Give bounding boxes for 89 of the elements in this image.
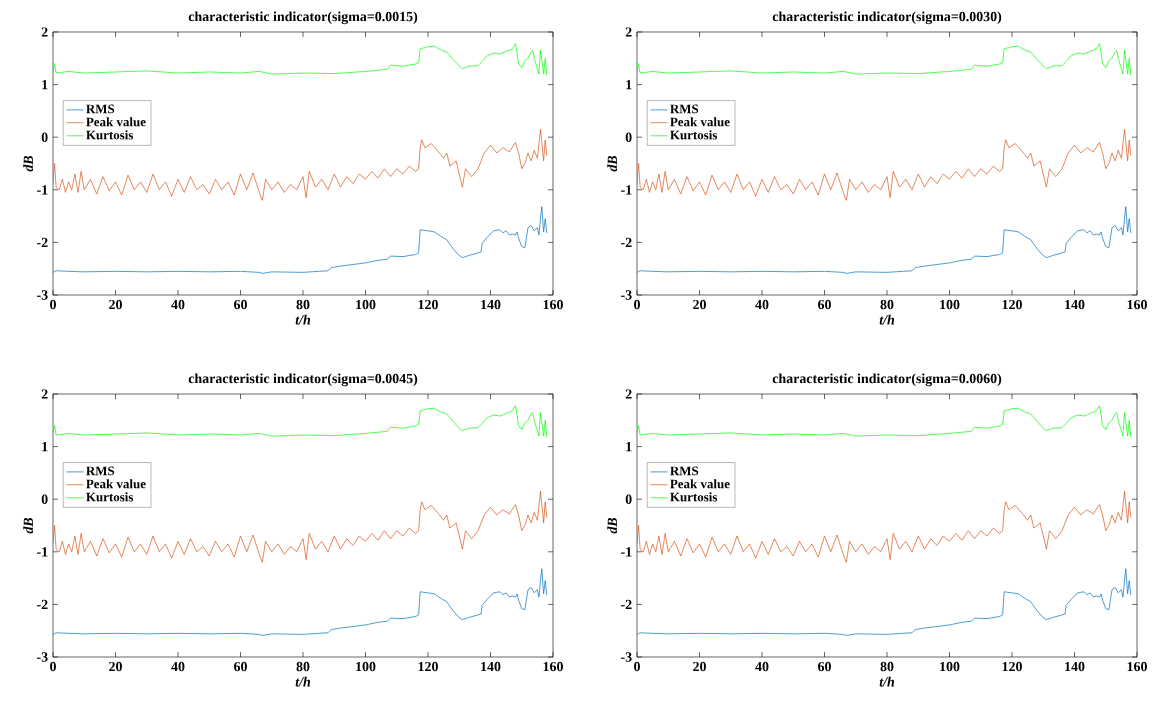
- legend-label: Kurtosis: [86, 130, 134, 140]
- x-tick-label: 100: [356, 661, 376, 672]
- x-tick-label: 60: [818, 661, 831, 672]
- x-axis-title: t/h: [879, 676, 895, 687]
- line-series: [637, 128, 1132, 201]
- y-tick-label: 1: [42, 79, 48, 90]
- chart-title: characteristic indicator(sigma=0.0030): [772, 11, 1002, 25]
- y-tick-label: 0: [625, 132, 632, 142]
- x-tick-label: 0: [50, 661, 56, 672]
- x-tick-label: 40: [171, 661, 185, 672]
- x-tick-label: 160: [1127, 661, 1147, 672]
- y-tick-label: -2: [621, 237, 632, 248]
- y-tick-label: -3: [621, 290, 632, 300]
- y-tick-label: -2: [37, 237, 48, 248]
- chart-title: characteristic indicator(sigma=0.0060): [772, 373, 1002, 387]
- y-tick-label: -2: [621, 599, 632, 610]
- chart-title: characteristic indicator(sigma=0.0015): [188, 11, 418, 25]
- legend-label: RMS: [670, 104, 699, 114]
- x-tick-label: 0: [634, 299, 640, 310]
- line-series: [637, 490, 1132, 563]
- x-tick-label: 80: [880, 661, 894, 672]
- x-tick-label: 100: [940, 661, 960, 672]
- y-tick-label: -3: [37, 290, 48, 300]
- x-tick-label: 140: [481, 661, 501, 672]
- x-tick-label: 100: [356, 299, 376, 310]
- y-tick-label: 2: [41, 27, 48, 37]
- x-tick-label: 160: [543, 661, 563, 672]
- x-tick-label: 120: [418, 661, 438, 672]
- x-tick-label: 60: [818, 299, 831, 310]
- legend-label: RMS: [86, 466, 115, 476]
- legend-label: Peak value: [86, 479, 146, 489]
- x-tick-label: 140: [481, 299, 501, 310]
- x-tick-label: 140: [1065, 661, 1085, 672]
- x-tick-label: 80: [296, 661, 310, 672]
- y-axis-title: dB: [607, 517, 618, 534]
- y-tick-label: 1: [626, 441, 632, 452]
- x-tick-label: 40: [171, 299, 185, 310]
- line-series: [53, 490, 548, 563]
- y-axis-title: dB: [607, 155, 618, 172]
- x-tick-label: 20: [109, 299, 122, 310]
- legend-label: RMS: [670, 466, 699, 476]
- y-tick-label: 2: [625, 27, 632, 37]
- y-tick-label: 0: [41, 132, 48, 142]
- y-tick-label: 0: [41, 494, 48, 504]
- x-tick-label: 100: [940, 299, 960, 310]
- y-tick-label: 0: [625, 494, 632, 504]
- x-tick-label: 20: [109, 661, 122, 672]
- y-tick-label: -1: [37, 547, 48, 557]
- x-tick-label: 160: [543, 299, 563, 310]
- line-series: [53, 405, 548, 438]
- chart-title: characteristic indicator(sigma=0.0045): [188, 373, 418, 387]
- x-tick-label: 20: [693, 661, 706, 672]
- legend-label: Kurtosis: [670, 130, 718, 140]
- y-tick-label: 2: [625, 389, 632, 399]
- x-axis-title: t/h: [295, 314, 311, 325]
- x-tick-label: 80: [296, 299, 310, 310]
- x-tick-label: 80: [880, 299, 894, 310]
- y-tick-label: -1: [37, 185, 48, 195]
- y-tick-label: 1: [42, 441, 48, 452]
- x-tick-label: 40: [755, 299, 769, 310]
- legend-label: RMS: [86, 104, 115, 114]
- x-tick-label: 120: [1002, 299, 1022, 310]
- legend-label: Kurtosis: [670, 492, 718, 502]
- y-tick-label: -3: [37, 652, 48, 662]
- legend-label: Peak value: [670, 479, 730, 489]
- x-axis-title: t/h: [879, 314, 895, 325]
- legend-label: Peak value: [670, 117, 730, 127]
- x-tick-label: 140: [1065, 299, 1085, 310]
- y-tick-label: -3: [621, 652, 632, 662]
- x-tick-label: 0: [634, 661, 640, 672]
- x-tick-label: 0: [50, 299, 56, 310]
- y-tick-label: 1: [626, 79, 632, 90]
- legend-label: Peak value: [86, 117, 146, 127]
- x-tick-label: 120: [1002, 661, 1022, 672]
- y-tick-label: -1: [621, 547, 632, 557]
- x-tick-label: 60: [234, 299, 247, 310]
- y-tick-label: -2: [37, 599, 48, 610]
- x-tick-label: 20: [693, 299, 706, 310]
- x-axis-title: t/h: [295, 676, 311, 687]
- legend-label: Kurtosis: [86, 492, 134, 502]
- y-tick-label: 2: [41, 389, 48, 399]
- x-tick-label: 40: [755, 661, 769, 672]
- x-tick-label: 120: [418, 299, 438, 310]
- x-tick-label: 160: [1127, 299, 1147, 310]
- y-tick-label: -1: [621, 185, 632, 195]
- y-axis-title: dB: [23, 517, 34, 534]
- y-axis-title: dB: [23, 155, 34, 172]
- x-tick-label: 60: [234, 661, 247, 672]
- line-series: [53, 128, 548, 201]
